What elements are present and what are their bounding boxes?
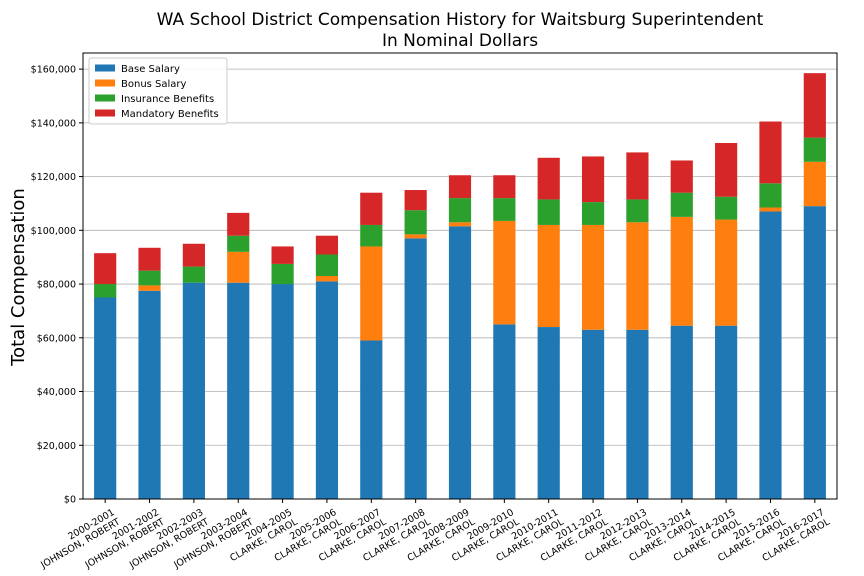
bar-segment	[537, 224, 560, 328]
bar-segment	[626, 199, 649, 223]
bar-segment	[182, 282, 205, 499]
bar-segment	[759, 207, 782, 212]
bar-segment	[227, 251, 250, 283]
legend-label: Base Salary	[121, 64, 180, 75]
bar-segment	[670, 192, 693, 217]
bar-segment	[315, 276, 339, 282]
bar-segment	[670, 325, 693, 499]
y-tick-label: $20,000	[37, 441, 76, 452]
bar-segment	[448, 175, 472, 199]
bar-segment	[315, 235, 339, 255]
legend-swatch	[95, 109, 115, 117]
bar-segment	[537, 199, 560, 225]
legend-label: Insurance Benefits	[121, 94, 214, 105]
bar-segment	[581, 202, 605, 225]
bar-segment	[227, 212, 250, 236]
bar-segment	[360, 192, 383, 225]
bar-segment	[227, 282, 250, 499]
bar-segment	[315, 281, 339, 499]
bar-segment	[182, 266, 205, 283]
bar-segment	[803, 206, 826, 499]
bar-segment	[271, 246, 294, 264]
bar-segment	[581, 224, 605, 330]
chart-subtitle: In Nominal Dollars	[382, 31, 538, 51]
plot-area-frame	[82, 52, 838, 500]
bar-segment	[581, 329, 605, 499]
bar-segment	[448, 198, 472, 223]
x-axis-ticks: 2000-2001JOHNSON, ROBERT2001-2002JOHNSON…	[33, 499, 832, 571]
bar-segment	[493, 198, 516, 221]
bar-segment	[493, 220, 516, 325]
y-tick-label: $120,000	[31, 172, 76, 183]
y-tick-label: $80,000	[37, 280, 76, 291]
x-tick-label: 2000-2001JOHNSON, ROBERT	[33, 507, 123, 571]
bar-segment	[493, 324, 516, 499]
legend-swatch	[95, 64, 115, 72]
bar-segment	[803, 161, 826, 207]
y-axis-label: Total Compensation	[8, 188, 29, 367]
bar-segment	[138, 285, 161, 291]
bar-segment	[626, 152, 649, 200]
bar-segment	[581, 156, 605, 203]
bar-segment	[715, 219, 738, 326]
bar-segment	[759, 183, 782, 208]
bar-segment	[626, 222, 649, 330]
bar-segment	[715, 325, 738, 499]
bar-segment	[537, 157, 560, 200]
bar-segment	[315, 254, 339, 276]
bar-segment	[138, 270, 161, 286]
bar-segment	[493, 175, 516, 199]
bar-segment	[448, 222, 472, 227]
bar-segment	[404, 210, 427, 235]
bar-segment	[404, 234, 427, 239]
y-tick-label: $140,000	[31, 118, 76, 129]
bars	[94, 73, 826, 500]
legend-label: Bonus Salary	[121, 79, 187, 90]
bar-segment	[537, 327, 560, 499]
bar-segment	[715, 143, 738, 197]
y-tick-label: $60,000	[37, 333, 76, 344]
bar-segment	[360, 224, 383, 247]
legend-box	[88, 57, 228, 125]
bar-segment	[404, 190, 427, 211]
legend-swatch	[95, 94, 115, 102]
y-tick-label: $0	[64, 495, 76, 506]
bar-segment	[670, 216, 693, 326]
bar-segment	[271, 263, 294, 285]
bar-segment	[803, 73, 826, 138]
y-tick-label: $100,000	[31, 226, 76, 237]
bar-segment	[138, 290, 161, 499]
bar-segment	[759, 121, 782, 184]
y-tick-label: $40,000	[37, 387, 76, 398]
bar-segment	[360, 340, 383, 499]
bar-segment	[715, 196, 738, 220]
bar-segment	[271, 284, 294, 499]
y-tick-label: $160,000	[31, 65, 76, 76]
bar-segment	[670, 160, 693, 193]
chart-title: WA School District Compensation History …	[157, 10, 764, 30]
bar-segment	[94, 297, 117, 499]
bar-segment	[448, 226, 472, 500]
bar-segment	[182, 243, 205, 267]
bar-segment	[138, 247, 161, 271]
bar-segment	[626, 329, 649, 499]
bar-segment	[803, 137, 826, 162]
bar-segment	[360, 246, 383, 341]
bar-segment	[94, 284, 117, 298]
legend-swatch	[95, 79, 115, 87]
bar-segment	[94, 253, 117, 285]
legend: Base Salary Bonus Salary Insurance Benefit…	[88, 57, 228, 125]
y-axis-ticks: $0 $20,000 $40,000 $60,000 $80,000 $100,000 $1…	[31, 65, 83, 506]
bar-segment	[759, 211, 782, 499]
bar-segment	[227, 235, 250, 252]
bar-segment	[404, 238, 427, 499]
legend-label: Mandatory Benefits	[121, 109, 219, 120]
